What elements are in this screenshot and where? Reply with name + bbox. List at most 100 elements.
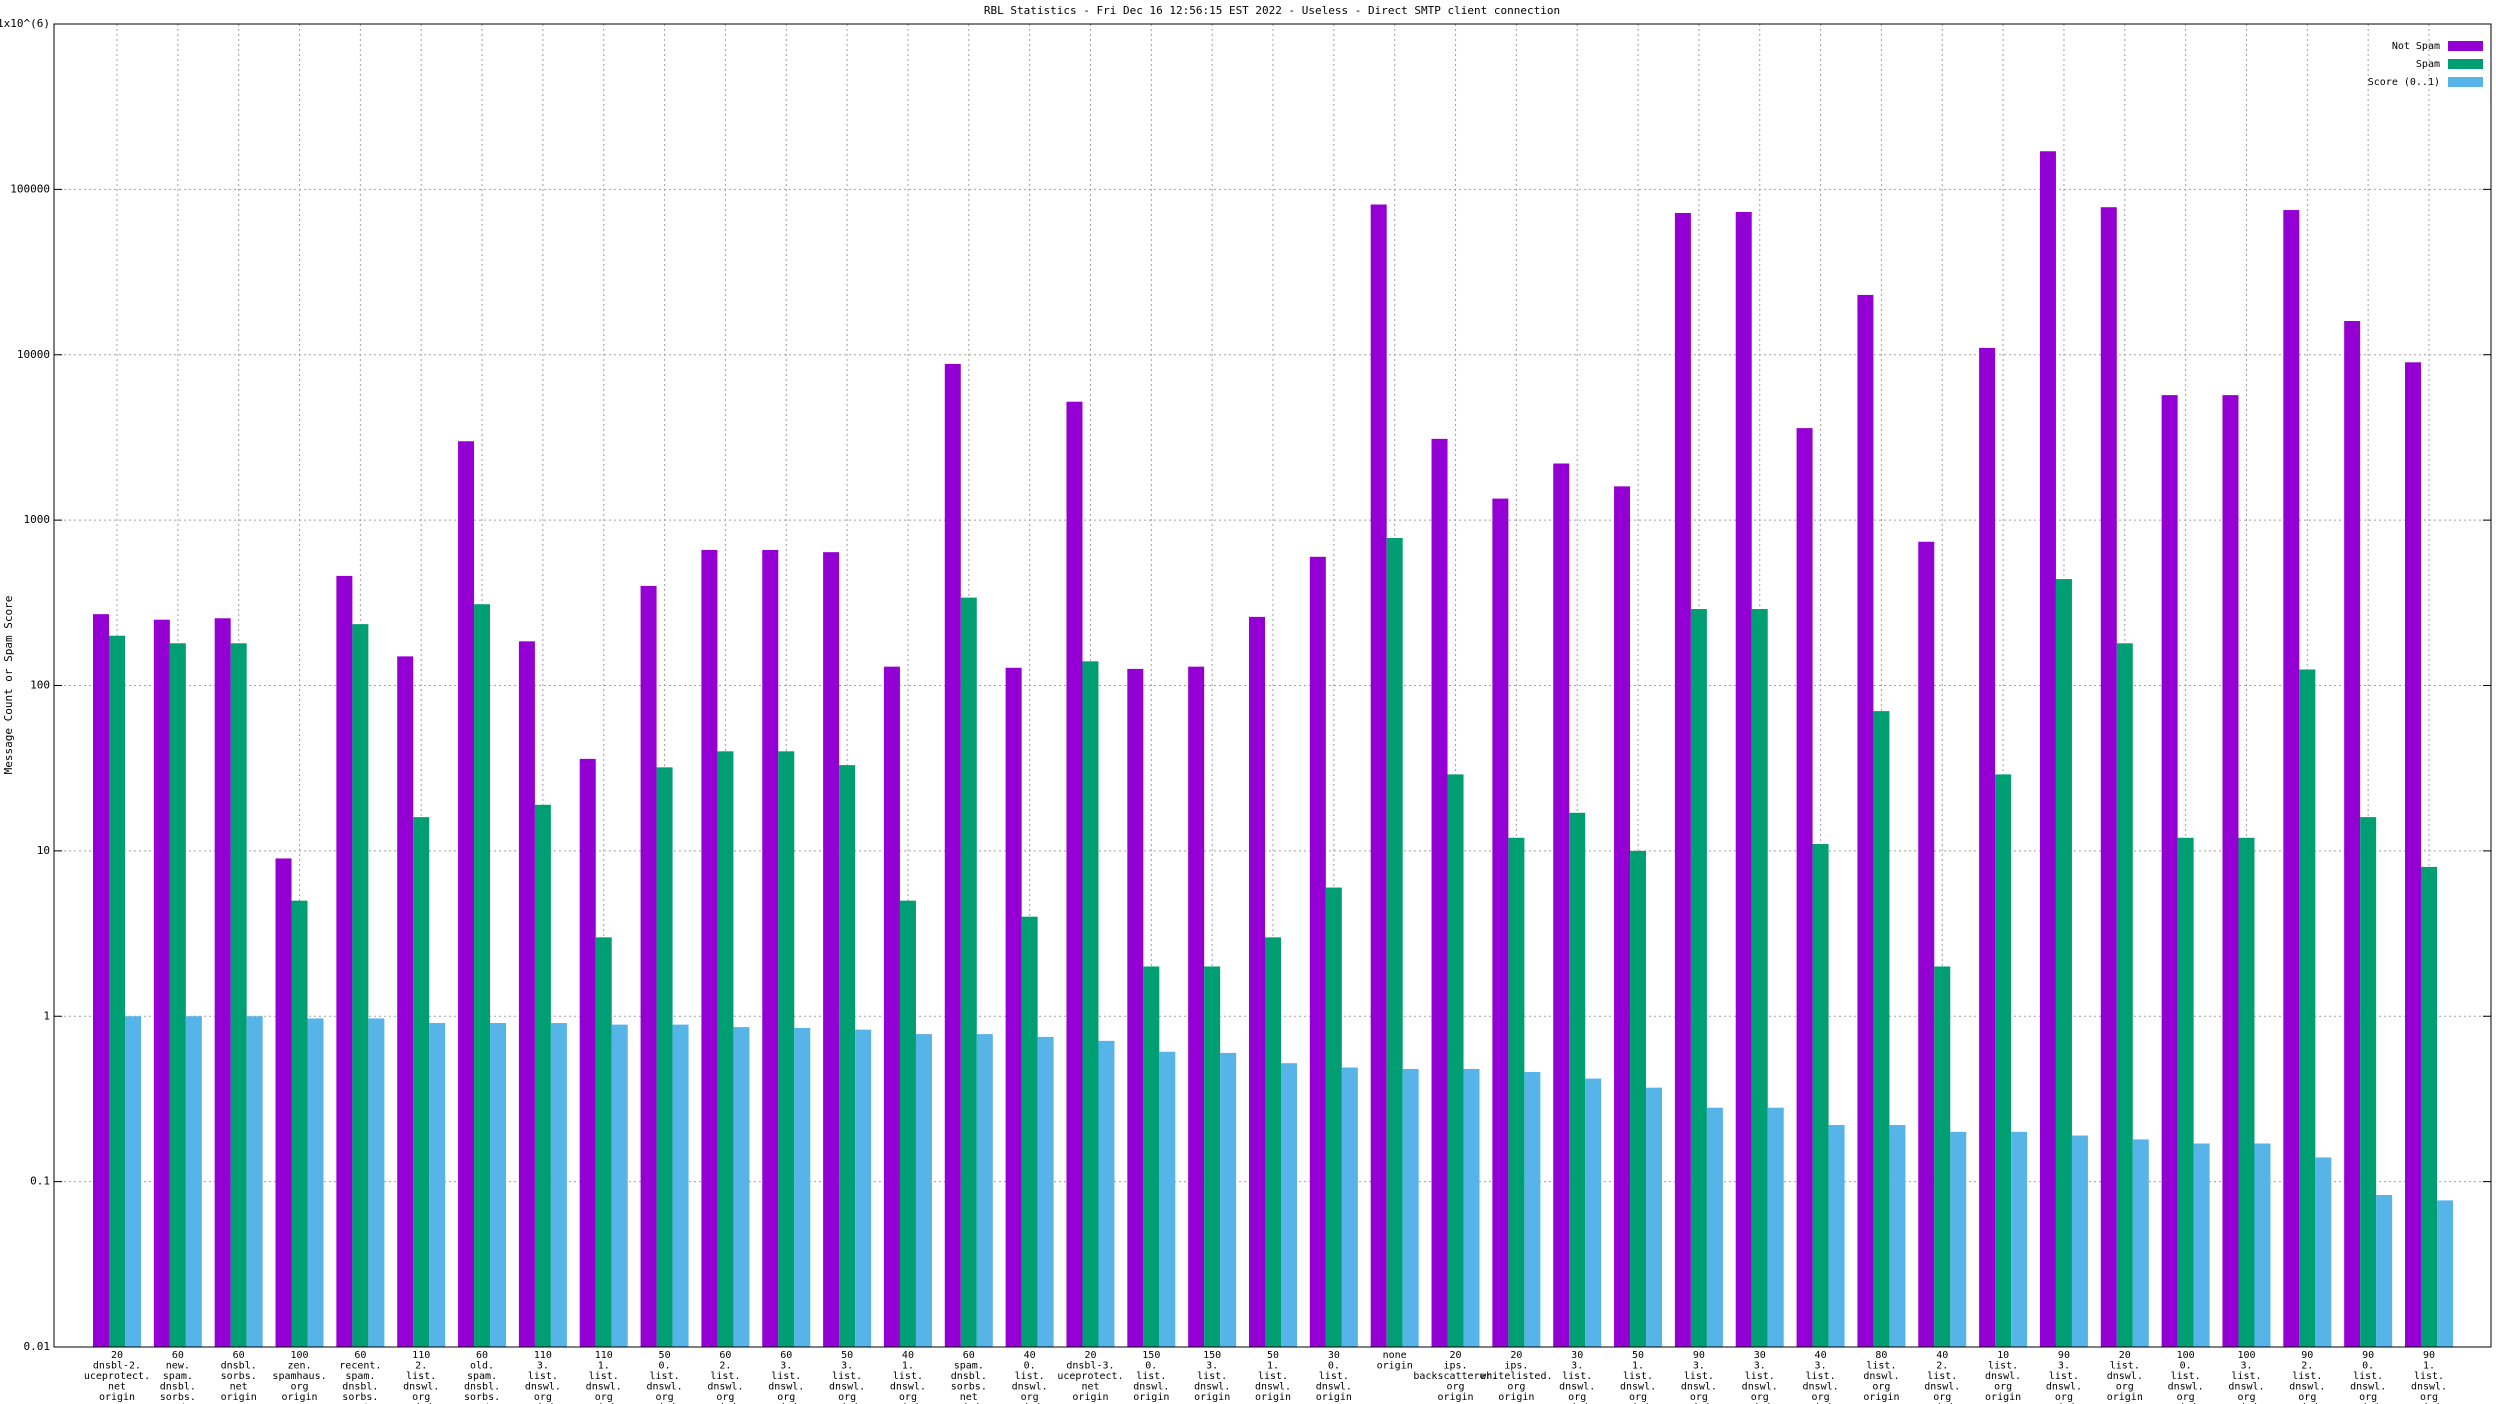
x-tick-label: origin	[1012, 1403, 1048, 1404]
x-tick-label: org	[1751, 1392, 1769, 1403]
x-tick-label: new.	[166, 1361, 190, 1372]
bar	[458, 441, 475, 1347]
x-tick-label: dnswl.	[1133, 1382, 1169, 1393]
bar	[2315, 1157, 2332, 1347]
bar	[1005, 667, 1022, 1347]
bar	[1553, 463, 1570, 1348]
x-tick-label: dnswl.	[1559, 1382, 1595, 1393]
x-tick-label: net	[169, 1403, 187, 1404]
x-tick-label: org	[2298, 1392, 2316, 1403]
x-tick-label: dnswl.	[829, 1382, 865, 1393]
x-tick-label: list.	[1197, 1371, 1227, 1382]
x-tick-label: net	[230, 1382, 248, 1393]
x-tick-label: org	[2420, 1392, 2438, 1403]
x-tick-label: list.	[2110, 1361, 2140, 1372]
x-tick-label: org	[595, 1392, 613, 1403]
x-tick-label: ips.	[1443, 1361, 1467, 1372]
x-tick-label: 150	[1203, 1350, 1221, 1361]
x-tick-label: uceprotect.	[84, 1371, 150, 1382]
x-tick-label: 3.	[537, 1361, 549, 1372]
x-tick-label: origin	[1742, 1403, 1778, 1404]
x-tick-label: 1.	[1267, 1361, 1279, 1372]
x-tick-label: old.	[470, 1361, 494, 1372]
x-tick-label: org	[2055, 1392, 2073, 1403]
x-tick-label: 90	[1693, 1350, 1705, 1361]
x-tick-label: origin	[1377, 1361, 1413, 1372]
x-tick-label: 3.	[1693, 1361, 1705, 1372]
bar	[1569, 812, 1586, 1347]
bar	[944, 363, 961, 1348]
x-tick-label: net	[473, 1403, 491, 1404]
x-tick-label: 20	[1510, 1350, 1522, 1361]
x-tick-label: dnswl.	[1985, 1371, 2021, 1382]
x-tick-label: uceprotect.	[1057, 1371, 1123, 1382]
x-tick-label: 110	[534, 1350, 552, 1361]
x-tick-label: list.	[2049, 1371, 2079, 1382]
x-tick-label: 1.	[902, 1361, 914, 1372]
x-tick-label: 110	[412, 1350, 430, 1361]
x-tick-label: dnsbl.	[160, 1382, 196, 1393]
x-tick-label: org	[2237, 1392, 2255, 1403]
bar	[1767, 1107, 1784, 1347]
bar	[1370, 204, 1387, 1348]
x-tick-label: list.	[2171, 1371, 2201, 1382]
x-tick-label: dnsbl-2.	[93, 1361, 141, 1372]
x-tick-label: org	[716, 1392, 734, 1403]
bar	[1674, 212, 1691, 1348]
bar	[1706, 1107, 1723, 1347]
bar	[474, 604, 491, 1347]
x-tick-label: ips.	[1504, 1361, 1528, 1372]
x-tick-label: origin	[1620, 1403, 1656, 1404]
x-tick-label: list.	[406, 1371, 436, 1382]
x-tick-label: origin	[951, 1403, 987, 1404]
bar	[778, 751, 795, 1347]
x-tick-label: 90	[2362, 1350, 2374, 1361]
x-tick-label: list.	[2353, 1371, 2383, 1382]
x-tick-label: list.	[1136, 1371, 1166, 1382]
x-tick-label: org	[1507, 1382, 1525, 1393]
x-tick-label: list.	[2231, 1371, 2261, 1382]
x-tick-label: 10	[1997, 1350, 2009, 1361]
x-tick-label: recent.	[339, 1361, 381, 1372]
x-tick-label: org	[2359, 1392, 2377, 1403]
bar	[1950, 1131, 1967, 1347]
x-tick-label: 0.	[1328, 1361, 1340, 1372]
x-tick-label: spamhaus.	[272, 1371, 326, 1382]
y-tick-label: 1000	[24, 513, 51, 526]
x-tick-label: origin	[1559, 1403, 1595, 1404]
x-tick-label: 1.	[1632, 1361, 1644, 1372]
x-tick-label: 3.	[2058, 1361, 2070, 1372]
x-tick-label: 60	[354, 1350, 366, 1361]
x-tick-label: dnsbl.	[951, 1371, 987, 1382]
legend-swatch	[2448, 77, 2483, 87]
x-tick-label: dnswl.	[1012, 1382, 1048, 1393]
x-tick-label: dnswl.	[525, 1382, 561, 1393]
bar	[109, 635, 125, 1347]
bar	[1220, 1052, 1237, 1347]
x-tick-label: spam.	[163, 1371, 193, 1382]
x-tick-label: 3.	[1571, 1361, 1583, 1372]
bar	[2039, 151, 2056, 1347]
x-tick-label: dnswl.	[1620, 1382, 1656, 1393]
x-tick-label: dnswl.	[768, 1382, 804, 1393]
x-tick-label: 90	[2058, 1350, 2070, 1361]
bar	[1690, 609, 1707, 1347]
x-tick-label: org	[534, 1392, 552, 1403]
x-tick-label: dnswl.	[586, 1382, 622, 1393]
bar	[429, 1023, 446, 1347]
x-tick-label: 40	[1815, 1350, 1827, 1361]
x-tick-label: origin	[586, 1403, 622, 1404]
x-tick-label: list.	[1745, 1371, 1775, 1382]
x-tick-label: dnswl.	[2289, 1382, 2325, 1393]
bar	[2071, 1135, 2088, 1347]
bar	[762, 549, 779, 1347]
bar	[2222, 395, 2239, 1347]
bar	[976, 1034, 993, 1347]
bar	[1585, 1078, 1602, 1347]
legend-swatch	[2448, 41, 2483, 51]
x-tick-label: 0.	[659, 1361, 671, 1372]
x-tick-label: 0.	[2180, 1361, 2192, 1372]
x-tick-label: dnswl.	[1194, 1382, 1230, 1393]
x-tick-label: list.	[1015, 1371, 1045, 1382]
